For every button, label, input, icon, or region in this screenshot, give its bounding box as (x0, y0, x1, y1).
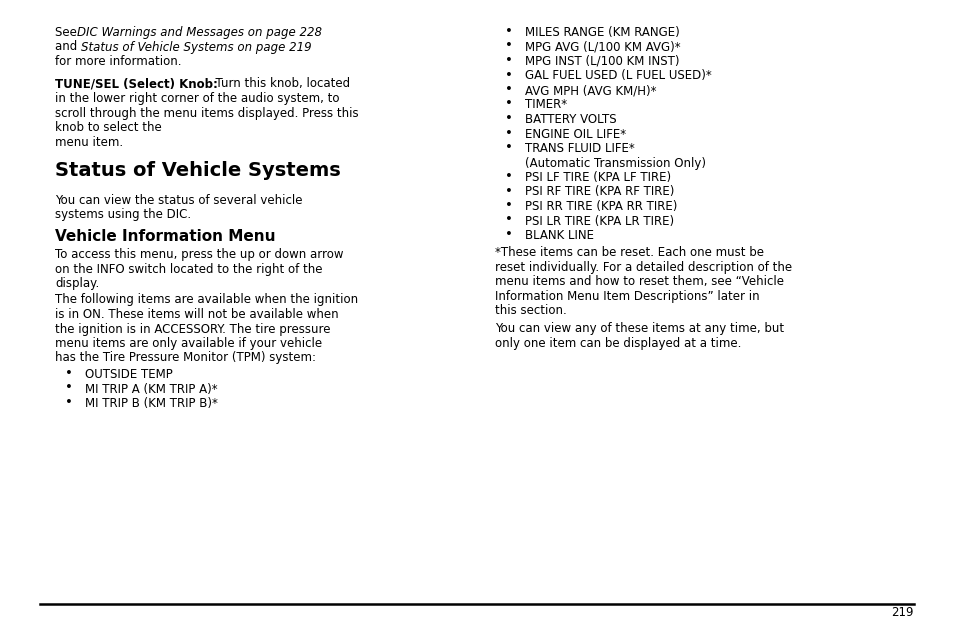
Text: PSI LR TIRE (KPA LR TIRE): PSI LR TIRE (KPA LR TIRE) (524, 214, 674, 228)
Text: •: • (504, 112, 513, 125)
Text: is in ON. These items will not be available when: is in ON. These items will not be availa… (55, 308, 338, 321)
Text: •: • (504, 199, 513, 212)
Text: MILES RANGE (KM RANGE): MILES RANGE (KM RANGE) (524, 26, 679, 39)
Text: •: • (504, 83, 513, 96)
Text: scroll through the menu items displayed. Press this: scroll through the menu items displayed.… (55, 106, 358, 120)
Text: You can view any of these items at any time, but: You can view any of these items at any t… (495, 322, 783, 335)
Text: *These items can be reset. Each one must be: *These items can be reset. Each one must… (495, 247, 763, 259)
Text: •: • (504, 170, 513, 183)
Text: You can view the status of several vehicle: You can view the status of several vehic… (55, 193, 302, 207)
Text: Status of Vehicle Systems on page 219: Status of Vehicle Systems on page 219 (81, 41, 312, 53)
Text: Vehicle Information Menu: Vehicle Information Menu (55, 228, 275, 244)
Text: 219: 219 (890, 606, 913, 619)
Text: •: • (504, 39, 513, 53)
Text: •: • (504, 228, 513, 241)
Text: •: • (65, 382, 72, 394)
Text: for more information.: for more information. (55, 55, 181, 68)
Text: has the Tire Pressure Monitor (TPM) system:: has the Tire Pressure Monitor (TPM) syst… (55, 352, 315, 364)
Text: MPG AVG (L/100 KM AVG)*: MPG AVG (L/100 KM AVG)* (524, 41, 679, 53)
Text: Turn this knob, located: Turn this knob, located (208, 78, 350, 90)
Text: MI TRIP B (KM TRIP B)*: MI TRIP B (KM TRIP B)* (85, 397, 217, 410)
Text: •: • (65, 396, 72, 409)
Text: (Automatic Transmission Only): (Automatic Transmission Only) (524, 156, 705, 170)
Text: •: • (504, 69, 513, 81)
Text: •: • (504, 97, 513, 111)
Text: ENGINE OIL LIFE*: ENGINE OIL LIFE* (524, 127, 625, 141)
Text: •: • (504, 184, 513, 198)
Text: display.: display. (55, 277, 99, 290)
Text: Information Menu Item Descriptions” later in: Information Menu Item Descriptions” late… (495, 290, 759, 303)
Text: OUTSIDE TEMP: OUTSIDE TEMP (85, 368, 172, 381)
Text: this section.: this section. (495, 305, 566, 317)
Text: TRANS FLUID LIFE*: TRANS FLUID LIFE* (524, 142, 634, 155)
Text: See: See (55, 26, 81, 39)
Text: and: and (55, 41, 81, 53)
Text: •: • (504, 25, 513, 38)
Text: only one item can be displayed at a time.: only one item can be displayed at a time… (495, 336, 740, 350)
Text: To access this menu, press the up or down arrow: To access this menu, press the up or dow… (55, 248, 343, 261)
Text: The following items are available when the ignition: The following items are available when t… (55, 293, 357, 307)
Text: reset individually. For a detailed description of the: reset individually. For a detailed descr… (495, 261, 791, 274)
Text: •: • (504, 54, 513, 67)
Text: on the INFO switch located to the right of the: on the INFO switch located to the right … (55, 263, 322, 275)
Text: BATTERY VOLTS: BATTERY VOLTS (524, 113, 616, 126)
Text: Status of Vehicle Systems: Status of Vehicle Systems (55, 161, 340, 180)
Text: •: • (504, 127, 513, 139)
Text: MPG INST (L/100 KM INST): MPG INST (L/100 KM INST) (524, 55, 679, 68)
Text: TIMER*: TIMER* (524, 99, 566, 111)
Text: menu items are only available if your vehicle: menu items are only available if your ve… (55, 337, 322, 350)
Text: knob to select the: knob to select the (55, 121, 162, 134)
Text: the ignition is in ACCESSORY. The tire pressure: the ignition is in ACCESSORY. The tire p… (55, 322, 330, 336)
Text: in the lower right corner of the audio system, to: in the lower right corner of the audio s… (55, 92, 339, 105)
Text: PSI RF TIRE (KPA RF TIRE): PSI RF TIRE (KPA RF TIRE) (524, 186, 674, 198)
Text: AVG MPH (AVG KM/H)*: AVG MPH (AVG KM/H)* (524, 84, 656, 97)
Text: •: • (504, 214, 513, 226)
Text: systems using the DIC.: systems using the DIC. (55, 208, 191, 221)
Text: menu items and how to reset them, see “Vehicle: menu items and how to reset them, see “V… (495, 275, 783, 289)
Text: •: • (504, 141, 513, 154)
Text: DIC Warnings and Messages on page 228: DIC Warnings and Messages on page 228 (77, 26, 322, 39)
Text: TUNE/SEL (Select) Knob:: TUNE/SEL (Select) Knob: (55, 78, 217, 90)
Text: •: • (65, 367, 72, 380)
Text: PSI RR TIRE (KPA RR TIRE): PSI RR TIRE (KPA RR TIRE) (524, 200, 677, 213)
Text: BLANK LINE: BLANK LINE (524, 229, 594, 242)
Text: MI TRIP A (KM TRIP A)*: MI TRIP A (KM TRIP A)* (85, 382, 217, 396)
Text: GAL FUEL USED (L FUEL USED)*: GAL FUEL USED (L FUEL USED)* (524, 69, 711, 83)
Text: menu item.: menu item. (55, 135, 123, 148)
Text: PSI LF TIRE (KPA LF TIRE): PSI LF TIRE (KPA LF TIRE) (524, 171, 670, 184)
